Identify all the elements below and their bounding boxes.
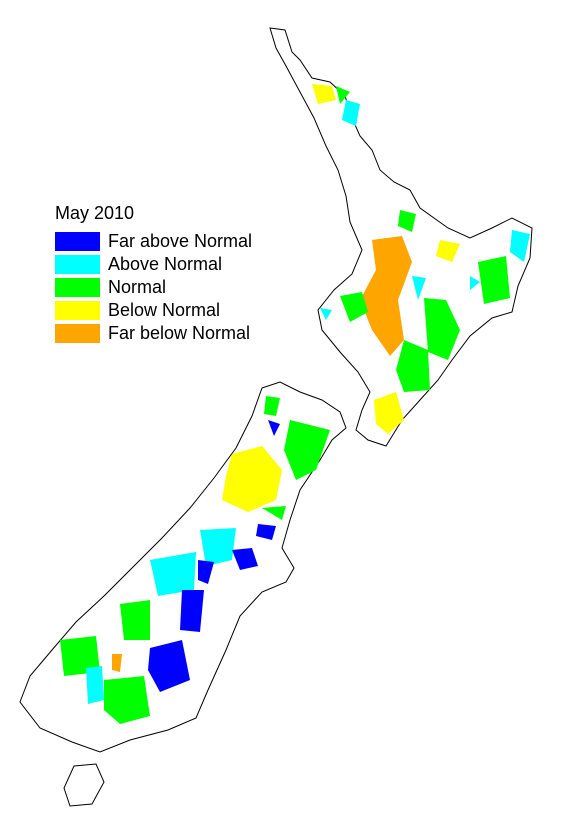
legend: May 2010 Far above Normal Above Normal Nor… — [55, 203, 252, 343]
legend-swatch — [55, 301, 100, 320]
legend-label: Normal — [108, 277, 166, 297]
regions — [60, 84, 530, 724]
region — [340, 292, 368, 322]
legend-swatch — [55, 278, 100, 297]
region — [180, 590, 204, 632]
stewart-island — [63, 763, 105, 807]
region — [148, 640, 190, 692]
region — [478, 256, 510, 304]
legend-label: Above Normal — [108, 254, 222, 274]
region — [256, 524, 276, 540]
region — [222, 446, 282, 512]
legend-swatch — [55, 232, 100, 251]
region — [86, 666, 104, 704]
region — [336, 86, 350, 104]
region — [412, 276, 426, 300]
region — [264, 396, 280, 416]
region — [374, 392, 404, 434]
region — [268, 420, 280, 436]
region — [342, 100, 360, 126]
region — [104, 676, 150, 724]
region — [60, 636, 100, 676]
region — [470, 276, 480, 290]
legend-label: Below Normal — [108, 300, 220, 320]
region — [396, 340, 430, 392]
region — [112, 654, 122, 672]
legend-swatch — [55, 255, 100, 274]
region — [150, 552, 196, 596]
legend-label: Far below Normal — [108, 323, 250, 343]
region — [232, 548, 258, 570]
region — [510, 230, 530, 262]
region — [436, 240, 460, 262]
region — [424, 298, 460, 360]
region — [320, 308, 332, 320]
region — [262, 506, 286, 520]
region — [198, 560, 214, 584]
legend-swatch — [55, 324, 100, 343]
legend-title: May 2010 — [55, 203, 134, 223]
region — [200, 528, 236, 566]
legend-label: Far above Normal — [108, 231, 252, 251]
region — [398, 210, 416, 232]
region — [120, 600, 150, 640]
region — [360, 236, 412, 356]
region — [312, 84, 336, 104]
region — [284, 420, 330, 480]
